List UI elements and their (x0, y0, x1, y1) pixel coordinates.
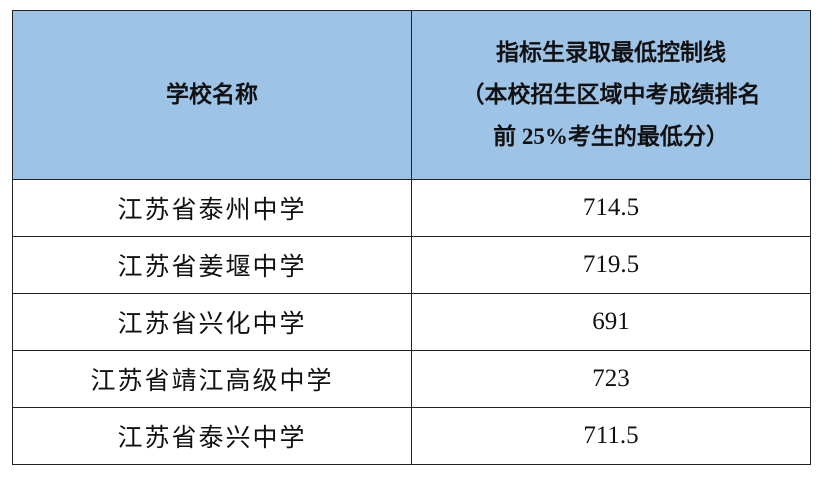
admission-score-table: 学校名称 指标生录取最低控制线 （本校招生区域中考成绩排名 前 25%考生的最低… (12, 10, 811, 465)
table-row: 江苏省泰兴中学 711.5 (12, 407, 811, 465)
score: 691 (411, 293, 811, 351)
header-row: 学校名称 指标生录取最低控制线 （本校招生区域中考成绩排名 前 25%考生的最低… (12, 10, 811, 180)
table-row: 江苏省兴化中学 691 (12, 293, 811, 351)
school-name: 江苏省泰兴中学 (12, 407, 412, 465)
header-line: 指标生录取最低控制线 (496, 40, 726, 65)
school-name: 江苏省姜堰中学 (12, 236, 412, 294)
score: 719.5 (411, 236, 811, 294)
header-school-name: 学校名称 (12, 10, 412, 180)
table-row: 江苏省姜堰中学 719.5 (12, 236, 811, 294)
header-line: 前 25%考生的最低分） (493, 124, 729, 149)
table-row: 江苏省靖江高级中学 723 (12, 350, 811, 408)
score: 723 (411, 350, 811, 408)
school-name: 江苏省兴化中学 (12, 293, 412, 351)
score: 711.5 (411, 407, 811, 465)
score: 714.5 (411, 179, 811, 237)
header-line: （本校招生区域中考成绩排名 (461, 82, 761, 107)
school-name: 江苏省靖江高级中学 (12, 350, 412, 408)
school-name: 江苏省泰州中学 (12, 179, 412, 237)
table-row: 江苏省泰州中学 714.5 (12, 179, 811, 237)
header-min-score: 指标生录取最低控制线 （本校招生区域中考成绩排名 前 25%考生的最低分） (411, 10, 811, 180)
